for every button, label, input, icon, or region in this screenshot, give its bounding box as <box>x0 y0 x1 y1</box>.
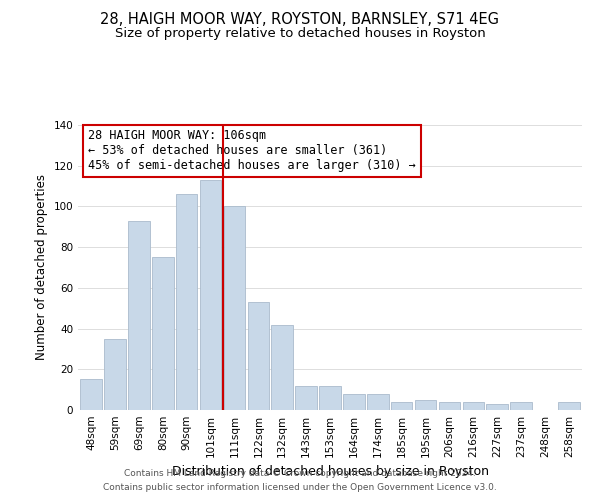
X-axis label: Distribution of detached houses by size in Royston: Distribution of detached houses by size … <box>172 466 488 478</box>
Bar <box>176 194 197 410</box>
Bar <box>391 402 412 410</box>
Bar <box>152 258 173 410</box>
Bar <box>271 324 293 410</box>
Bar <box>80 380 102 410</box>
Bar <box>295 386 317 410</box>
Bar <box>104 339 126 410</box>
Bar <box>367 394 389 410</box>
Text: 28, HAIGH MOOR WAY, ROYSTON, BARNSLEY, S71 4EG: 28, HAIGH MOOR WAY, ROYSTON, BARNSLEY, S… <box>101 12 499 28</box>
Bar <box>319 386 341 410</box>
Bar <box>248 302 269 410</box>
Bar <box>128 220 149 410</box>
Bar <box>558 402 580 410</box>
Text: Size of property relative to detached houses in Royston: Size of property relative to detached ho… <box>115 28 485 40</box>
Bar <box>487 404 508 410</box>
Text: 28 HAIGH MOOR WAY: 106sqm
← 53% of detached houses are smaller (361)
45% of semi: 28 HAIGH MOOR WAY: 106sqm ← 53% of detac… <box>88 130 416 172</box>
Bar <box>343 394 365 410</box>
Bar <box>463 402 484 410</box>
Y-axis label: Number of detached properties: Number of detached properties <box>35 174 48 360</box>
Bar <box>511 402 532 410</box>
Text: Contains HM Land Registry data © Crown copyright and database right 2024.: Contains HM Land Registry data © Crown c… <box>124 468 476 477</box>
Bar <box>200 180 221 410</box>
Bar <box>415 400 436 410</box>
Bar <box>224 206 245 410</box>
Bar <box>439 402 460 410</box>
Text: Contains public sector information licensed under the Open Government Licence v3: Contains public sector information licen… <box>103 484 497 492</box>
